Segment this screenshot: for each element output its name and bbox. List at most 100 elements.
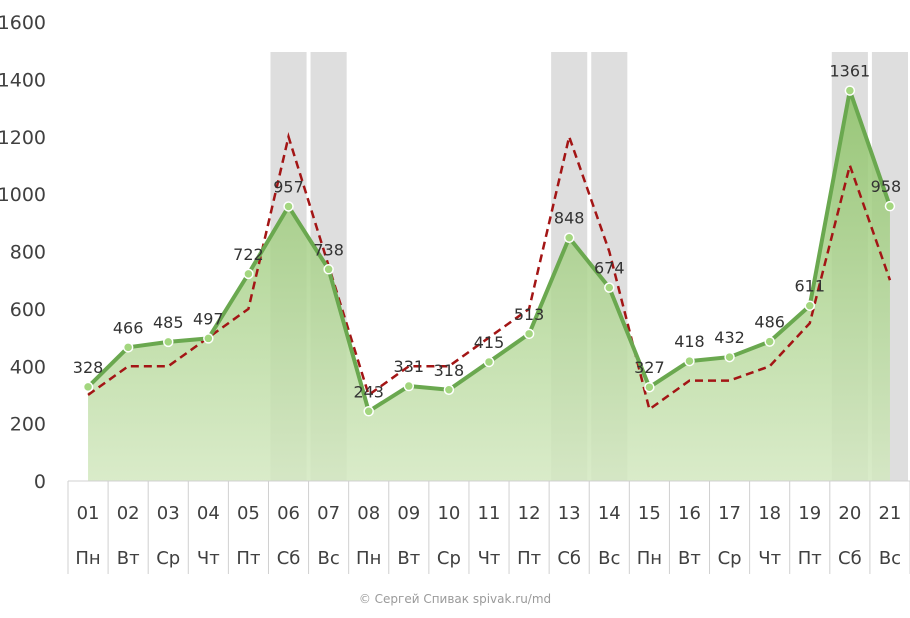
x-tick-weekday-06: Сб xyxy=(277,548,301,569)
x-tick-day-11: 11 xyxy=(478,503,501,524)
x-tick-weekday-20: Сб xyxy=(838,548,862,569)
point-04 xyxy=(203,333,214,344)
data-label-09: 331 xyxy=(394,357,425,376)
x-tick-day-03: 03 xyxy=(157,503,180,524)
x-tick-weekday-05: Пт xyxy=(236,548,260,569)
area-fill-group xyxy=(88,90,890,482)
x-tick-weekday-03: Ср xyxy=(156,548,180,569)
x-tick-weekday-01: Пн xyxy=(75,548,100,569)
forecast-line xyxy=(87,131,892,412)
y-tick-800: 800 xyxy=(10,242,46,264)
x-tick-day-21: 21 xyxy=(878,503,901,524)
x-tick-day-16: 16 xyxy=(678,503,701,524)
x-tick-day-04: 04 xyxy=(197,503,220,524)
data-label-16: 418 xyxy=(674,332,705,351)
x-tick-weekday-19: Пт xyxy=(798,548,822,569)
point-02 xyxy=(122,342,134,353)
x-tick-day-05: 05 xyxy=(237,503,260,524)
x-tick-weekday-18: Чт xyxy=(758,548,781,569)
y-tick-1600: 1600 xyxy=(0,12,46,34)
x-tick-weekday-21: Вс xyxy=(879,548,901,569)
x-tick-weekday-02: Вт xyxy=(117,548,140,569)
data-label-04: 497 xyxy=(193,309,224,328)
point-20 xyxy=(844,85,856,96)
x-tick-weekday-14: Вс xyxy=(598,548,620,569)
point-15 xyxy=(644,381,655,393)
data-label-19: 611 xyxy=(794,277,825,296)
data-label-17: 432 xyxy=(714,328,745,347)
point-01 xyxy=(82,381,94,393)
x-axis: 01 Пн 02 Вт 03 Ср 04 Чт 05 Пт 06 Сб 07 Вс 08 Пн 09 Вт 10 Ср… xyxy=(67,480,910,574)
actual-area-fill xyxy=(88,90,890,482)
x-tick-weekday-04: Чт xyxy=(197,548,220,569)
data-label-11: 415 xyxy=(474,333,505,352)
x-tick-day-02: 02 xyxy=(117,503,140,524)
data-label-02: 466 xyxy=(113,318,144,337)
y-tick-600: 600 xyxy=(10,299,46,321)
x-tick-day-08: 08 xyxy=(357,503,380,524)
x-tick-weekday-16: Вт xyxy=(678,548,701,569)
point-11 xyxy=(483,356,495,368)
x-tick-day-17: 17 xyxy=(718,503,741,524)
data-label-15: 327 xyxy=(634,358,665,377)
point-06 xyxy=(283,201,294,212)
x-tick-day-06: 06 xyxy=(277,503,300,524)
x-tick-weekday-09: Вт xyxy=(397,548,420,569)
x-tick-weekday-11: Чт xyxy=(478,548,501,569)
point-07 xyxy=(323,264,334,275)
x-tick-weekday-13: Сб xyxy=(557,548,581,569)
x-tick-day-15: 15 xyxy=(638,503,661,524)
point-09 xyxy=(403,380,415,392)
point-03 xyxy=(162,336,174,348)
x-tick-day-07: 07 xyxy=(317,503,340,524)
point-19 xyxy=(804,300,816,311)
data-label-01: 328 xyxy=(73,358,104,377)
y-tick-1400: 1400 xyxy=(0,69,46,91)
x-tick-weekday-10: Ср xyxy=(437,548,461,569)
x-tick-weekday-15: Пн xyxy=(637,548,662,569)
x-tick-weekday-12: Пт xyxy=(517,548,541,569)
x-tick-day-18: 18 xyxy=(758,503,781,524)
point-13 xyxy=(563,232,575,243)
data-label-13: 848 xyxy=(554,209,585,228)
copyright-text: © Сергей Спивак spivak.ru/md xyxy=(358,592,552,606)
data-label-08: 243 xyxy=(353,382,384,401)
data-label-12: 513 xyxy=(514,305,545,324)
point-14 xyxy=(604,282,615,293)
y-tick-1200: 1200 xyxy=(0,127,46,149)
data-label-05: 722 xyxy=(233,245,264,264)
y-tick-200: 200 xyxy=(10,414,46,436)
x-tick-weekday-08: Пн xyxy=(356,548,381,569)
x-tick-day-14: 14 xyxy=(598,503,621,524)
data-label-03: 485 xyxy=(153,313,184,332)
y-tick-400: 400 xyxy=(10,356,46,378)
x-tick-weekday-07: Вс xyxy=(317,548,339,569)
marker-group xyxy=(82,85,896,417)
point-10 xyxy=(443,384,455,396)
point-17 xyxy=(724,351,735,363)
point-12 xyxy=(523,328,535,340)
x-tick-day-10: 10 xyxy=(437,503,460,524)
x-tick-weekday-17: Ср xyxy=(718,548,742,569)
data-label-06: 957 xyxy=(273,177,304,196)
x-tick-day-19: 19 xyxy=(798,503,821,524)
y-axis: 0 200 400 600 800 1000 1200 1400 1600 xyxy=(0,12,46,493)
data-label-18: 486 xyxy=(754,313,785,332)
y-tick-0: 0 xyxy=(34,471,46,493)
point-18 xyxy=(764,336,775,347)
point-16 xyxy=(684,355,695,367)
x-tick-day-12: 12 xyxy=(518,503,541,524)
x-tick-day-09: 09 xyxy=(397,503,420,524)
data-label-10: 318 xyxy=(434,361,465,380)
point-21 xyxy=(884,200,896,212)
point-08 xyxy=(363,406,374,417)
x-tick-day-13: 13 xyxy=(558,503,581,524)
y-tick-1000: 1000 xyxy=(0,184,46,206)
data-label-07: 738 xyxy=(313,240,344,259)
point-05 xyxy=(243,268,254,280)
data-label-20: 1361 xyxy=(829,62,870,81)
data-label-14: 674 xyxy=(594,259,625,278)
data-label-21: 958 xyxy=(871,177,902,196)
x-tick-day-20: 20 xyxy=(838,503,861,524)
